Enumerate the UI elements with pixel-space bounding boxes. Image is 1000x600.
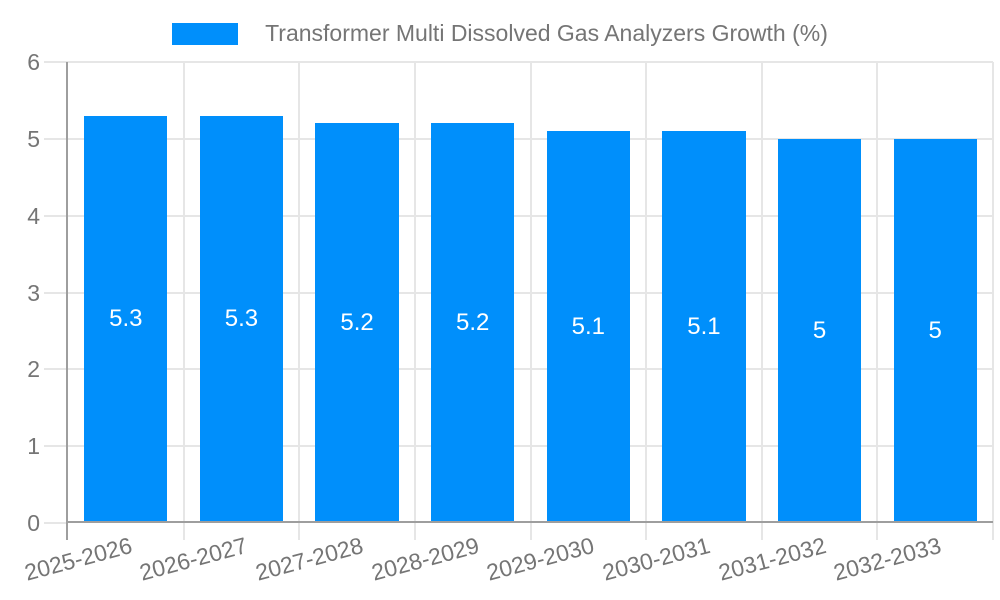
x-tick-label: 2032-2033 — [830, 532, 944, 586]
bar-value-label: 5.1 — [571, 313, 605, 341]
legend-swatch — [172, 22, 239, 45]
chart-legend[interactable]: Transformer Multi Dissolved Gas Analyzer… — [0, 20, 1000, 47]
y-axis-line — [66, 62, 68, 540]
bar-value-label: 5 — [812, 316, 827, 344]
x-axis-line — [66, 521, 993, 523]
bar-value-label: 5.3 — [109, 305, 143, 333]
bar-value-label: 5.2 — [456, 309, 490, 337]
bar-value-label: 5.1 — [687, 313, 721, 341]
bar-2032-2033[interactable] — [893, 138, 977, 523]
x-gridline — [529, 62, 532, 540]
x-gridline — [298, 62, 301, 540]
y-tick-label: 0 — [27, 510, 40, 536]
x-gridline — [182, 62, 185, 540]
bar-2026-2027[interactable] — [199, 115, 284, 523]
legend-title: Transformer Multi Dissolved Gas Analyzer… — [265, 20, 828, 46]
x-tick-label: 2029-2030 — [484, 532, 598, 586]
x-tick-label: 2026-2027 — [137, 532, 251, 586]
x-tick-label: 2030-2031 — [599, 532, 713, 586]
y-tick — [44, 214, 68, 217]
bar-2030-2031[interactable] — [662, 131, 746, 523]
bar-2028-2029[interactable] — [431, 123, 515, 523]
y-tick — [44, 445, 68, 448]
bar-2031-2032[interactable] — [777, 138, 862, 523]
y-tick-label: 4 — [27, 202, 40, 229]
x-tick-label: 2027-2028 — [252, 532, 366, 586]
x-gridline — [645, 62, 648, 540]
x-tick-label: 2025-2026 — [21, 532, 135, 586]
y-tick — [44, 61, 68, 63]
bar-2025-2026[interactable] — [84, 115, 168, 523]
x-tick-label: 2028-2029 — [368, 532, 482, 586]
bar-value-label: 5 — [928, 316, 942, 344]
bar-2027-2028[interactable] — [315, 123, 399, 523]
y-tick-label: 2 — [27, 356, 40, 383]
y-tick-label: 6 — [27, 49, 40, 75]
y-tick — [44, 291, 68, 294]
y-tick-label: 1 — [27, 433, 40, 460]
x-tick-label: 2031-2032 — [715, 532, 829, 586]
y-tick — [44, 137, 68, 140]
x-gridline — [413, 62, 416, 540]
bar-value-label: 5.2 — [340, 309, 374, 337]
y-tick — [44, 368, 68, 371]
x-gridline — [876, 62, 879, 540]
bar-2029-2030[interactable] — [546, 131, 630, 523]
y-tick-label: 5 — [27, 125, 40, 152]
bar-value-label: 5.3 — [224, 305, 259, 333]
x-gridline — [760, 62, 763, 540]
y-tick-label: 3 — [27, 279, 40, 306]
x-gridline — [992, 62, 994, 540]
y-tick — [44, 522, 68, 524]
